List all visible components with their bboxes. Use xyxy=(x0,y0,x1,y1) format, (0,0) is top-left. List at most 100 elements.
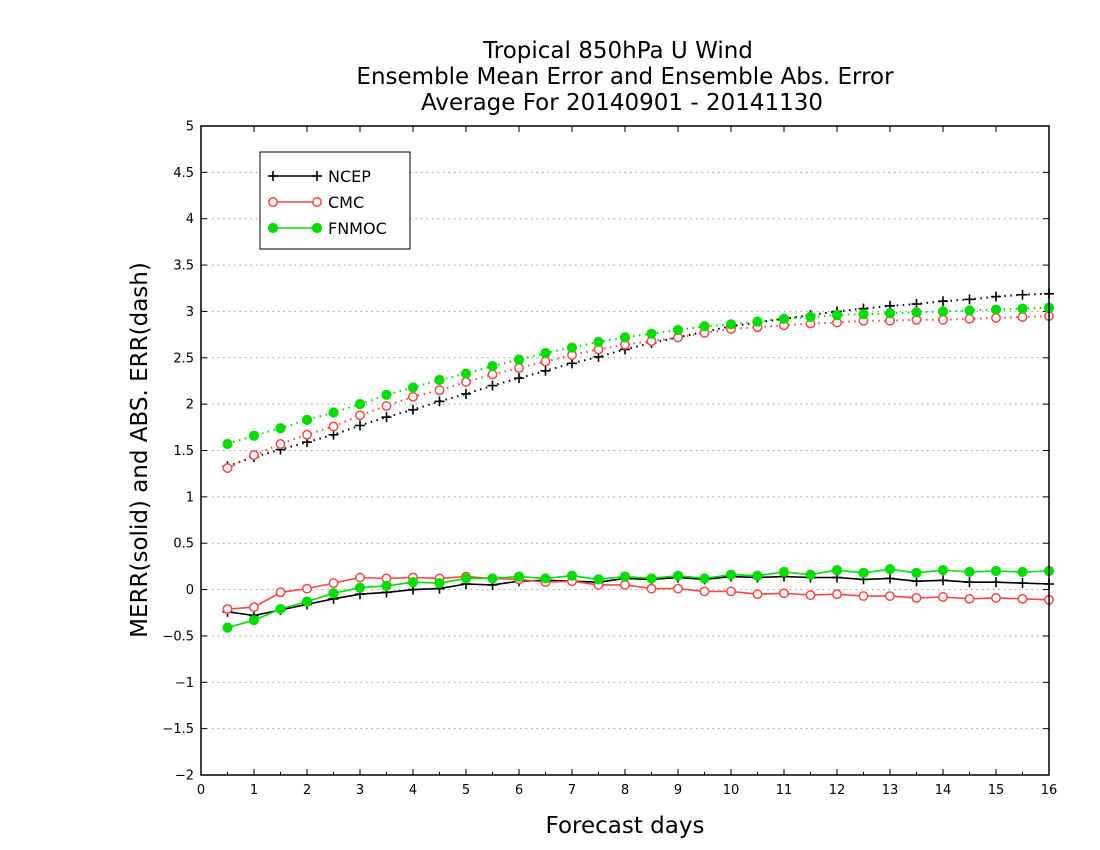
y-tick-label: 2 xyxy=(186,398,194,413)
series-cmc-abs-err-point xyxy=(408,391,418,402)
series-fnmoc-abs-err-point xyxy=(434,374,445,386)
legend-label-ncep: NCEP xyxy=(328,167,371,186)
series-fnmoc-merr-point xyxy=(672,570,684,581)
series-ncep-abs-err-point xyxy=(434,396,445,407)
series-fnmoc-merr-point xyxy=(884,564,896,575)
series-fnmoc-abs-err-point xyxy=(752,316,763,327)
series-fnmoc-abs-err-point xyxy=(301,414,313,426)
legend-marker-cmc-end xyxy=(312,197,322,207)
series-fnmoc-abs-err-point xyxy=(540,348,551,359)
series-cmc-merr-point xyxy=(302,583,312,594)
x-tick-label: 10 xyxy=(723,783,740,798)
series-fnmoc-merr-point xyxy=(752,570,763,581)
series-ncep-abs-err-point xyxy=(567,358,577,369)
y-tick-label: 3 xyxy=(186,305,194,320)
legend-marker-ncep-end xyxy=(312,171,322,181)
y-tick-label: −1.5 xyxy=(162,722,194,737)
series-cmc-abs-err-point xyxy=(302,429,312,440)
y-tick-label: −0.5 xyxy=(162,629,194,644)
series-cmc-abs-err-point xyxy=(249,450,259,461)
series-fnmoc-merr-point xyxy=(964,566,975,578)
series-ncep-abs-err-point xyxy=(514,373,524,384)
series-fnmoc-abs-err-point xyxy=(646,328,657,339)
y-tick-label: 1.5 xyxy=(173,444,194,459)
series-fnmoc-merr-point xyxy=(725,569,737,580)
series-fnmoc-abs-err-point xyxy=(831,310,843,321)
x-tick-label: 14 xyxy=(935,783,952,798)
legend-label-cmc: CMC xyxy=(328,193,364,212)
series-ncep-abs-err-point xyxy=(540,365,551,376)
series-cmc-merr xyxy=(222,571,1054,614)
x-tick-label: 1 xyxy=(250,783,258,798)
series-fnmoc-merr-point xyxy=(646,573,657,584)
series-cmc-merr-point xyxy=(779,588,789,599)
series-fnmoc-abs-err-point xyxy=(699,321,710,332)
chart-title: Tropical 850hPa U Wind Ensemble Mean Err… xyxy=(356,38,894,116)
series-fnmoc-merr-point xyxy=(831,565,843,576)
series-ncep-abs-err-point xyxy=(381,412,392,423)
series-fnmoc-merr-point xyxy=(937,565,949,576)
series-cmc-merr-point xyxy=(726,586,736,597)
series-cmc-abs-err-point xyxy=(991,312,1001,323)
series-fnmoc-abs-err-point xyxy=(725,319,737,330)
series-ncep-abs-err-point xyxy=(991,291,1001,302)
series-fnmoc-merr-point xyxy=(222,622,233,633)
series-cmc-merr-point xyxy=(699,586,710,597)
x-tick-label: 8 xyxy=(621,783,629,798)
series-fnmoc-merr-point xyxy=(990,565,1002,577)
series-fnmoc-abs-err-point xyxy=(619,332,631,343)
series-cmc-merr-point xyxy=(249,602,259,613)
series-cmc-merr-point xyxy=(885,591,895,602)
series-fnmoc-abs-err-point xyxy=(275,423,286,434)
legend-marker-cmc-start xyxy=(268,197,278,207)
series-cmc-abs-err-point xyxy=(1017,312,1028,322)
series-fnmoc-abs-err-point xyxy=(460,368,472,379)
series-fnmoc-abs-err xyxy=(222,302,1055,450)
series-cmc-merr-point xyxy=(275,587,286,598)
y-tick-label: −2 xyxy=(175,769,194,784)
series-fnmoc-merr-line xyxy=(227,568,1050,629)
series-fnmoc-merr-point xyxy=(805,569,816,580)
series-fnmoc-abs-err-point xyxy=(513,354,525,365)
y-tick-label: 4 xyxy=(186,212,194,227)
series-ncep-abs-err-point xyxy=(1017,289,1028,300)
series-fnmoc-merr-point xyxy=(460,573,472,584)
series-cmc-abs-err-point xyxy=(222,463,233,474)
series-cmc-abs-err-point xyxy=(461,376,471,387)
series-fnmoc-abs-err-line xyxy=(227,306,1050,445)
series-cmc-abs-err xyxy=(222,311,1054,474)
series-cmc-abs-err-point xyxy=(434,385,445,396)
series-fnmoc-merr-point xyxy=(619,571,631,582)
series-ncep-merr-point xyxy=(1017,578,1028,589)
series-cmc-merr-point xyxy=(964,593,975,604)
x-axis-label: Forecast days xyxy=(546,813,705,839)
x-tick-label: 6 xyxy=(515,783,523,798)
series-fnmoc-merr-point xyxy=(699,573,710,584)
series-fnmoc-merr-point xyxy=(593,574,604,585)
legend-marker-ncep-start xyxy=(268,171,278,181)
series-fnmoc-merr-point xyxy=(1017,566,1028,578)
series-fnmoc-abs-err-point xyxy=(858,309,869,320)
series-ncep-abs-err-line xyxy=(227,292,1050,468)
series-fnmoc-abs-err-point xyxy=(911,307,922,318)
legend-marker-fnmoc-end xyxy=(311,222,323,234)
series-fnmoc-abs-err-point xyxy=(884,308,896,319)
series-fnmoc-merr-point xyxy=(911,567,922,578)
series-ncep-abs-err-point xyxy=(355,420,365,431)
series-fnmoc-abs-err-point xyxy=(354,399,366,410)
series-ncep-abs-err xyxy=(222,288,1054,472)
series-cmc-abs-err-point xyxy=(381,401,392,411)
series-cmc-merr-point xyxy=(646,583,657,594)
series-cmc-merr-point xyxy=(911,592,922,603)
series-cmc-abs-err-point xyxy=(328,421,339,432)
y-tick-label: 2.5 xyxy=(173,351,194,366)
x-tick-label: 13 xyxy=(882,783,899,798)
legend-entry-ncep: NCEP xyxy=(268,167,371,186)
x-tick-label: 5 xyxy=(462,783,470,798)
x-tick-label: 11 xyxy=(776,783,793,798)
x-tick-label: 9 xyxy=(674,783,682,798)
series-ncep-abs-err-point xyxy=(964,294,975,305)
y-tick-label: 4.5 xyxy=(173,166,194,181)
series xyxy=(222,288,1055,633)
legend: NCEP CMC FNMOC xyxy=(259,151,411,250)
